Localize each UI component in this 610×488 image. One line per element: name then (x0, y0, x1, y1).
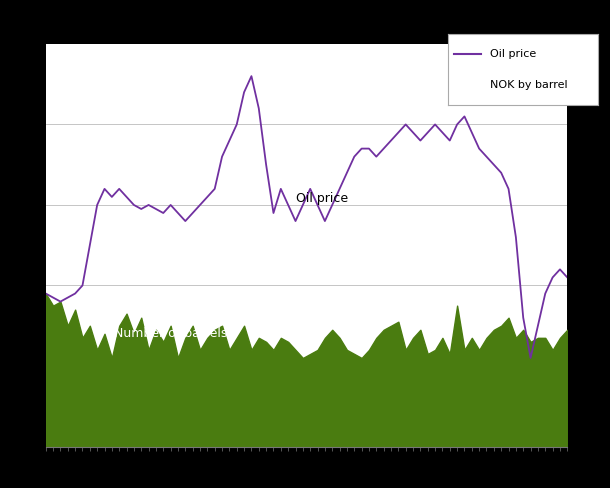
Text: Number of barrels: Number of barrels (113, 327, 227, 340)
Text: Oil price: Oil price (295, 192, 348, 205)
Text: Oil price: Oil price (490, 49, 536, 59)
Text: NOK by barrel: NOK by barrel (490, 80, 568, 90)
